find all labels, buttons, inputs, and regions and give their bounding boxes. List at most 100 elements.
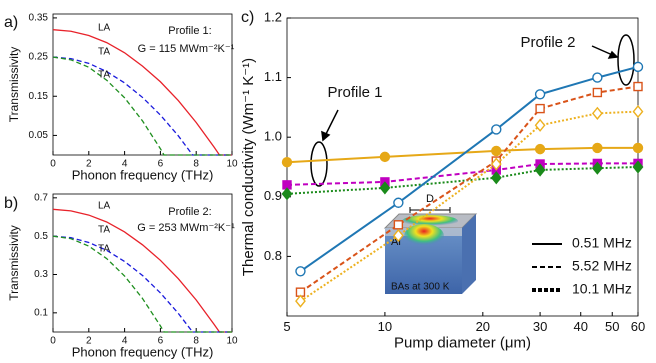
y-axis-label: Transmissivity [7,47,21,123]
series-label: TA [98,225,110,236]
marker [295,266,306,277]
marker [379,151,391,163]
panel-label: c) [241,9,254,26]
series-line [287,162,638,186]
y-tick-label: 1.1 [264,69,282,84]
y-tick-label: 1.0 [264,129,282,144]
marker [632,142,644,154]
y-tick-label: 0.9 [264,188,282,203]
y-tick-label: 0.05 [29,130,49,141]
marker [393,220,404,230]
series-line [287,166,638,195]
annotation: Profile 2: [168,206,211,218]
y-tick-label: 0.1 [34,307,48,318]
marker [490,157,502,171]
series-label: TA [98,47,110,58]
series-line [53,208,232,333]
marker [490,171,502,185]
annotation: Profile 1: [168,25,211,37]
marker [592,87,603,98]
panel: 0 2 4 6 8 10 0.1 0.3 0.5 0.7 Phonon frequency (THz… [4,192,238,359]
y-tick-label: 0.7 [34,192,48,203]
y-tick-label: 0.25 [29,52,49,63]
pointers [310,34,635,187]
x-tick-label: 30 [533,319,547,334]
marker [379,181,391,195]
x-tick-label: 5 [283,319,290,334]
annotation: Profile 2 [520,34,575,51]
legend-label: 5.52 MHz [572,258,632,274]
marker [534,118,546,132]
marker [534,143,546,155]
marker [632,61,644,73]
marker [534,89,546,100]
series-line [53,29,232,156]
marker [392,228,404,243]
marker [534,163,546,177]
panel: 5 10 20 30 40 50 60 0.8 0.9 1.0 1.1 1.2 Pump diamete… [240,9,645,351]
marker [591,161,603,175]
x-tick-label: 60 [631,319,645,334]
series-label: LA [98,23,111,34]
marker [591,106,603,120]
y-tick-label: 0.8 [264,248,282,263]
x-tick-label: 0 [50,336,56,347]
annotation: Profile 1 [327,84,382,101]
x-tick-label: 4 [122,159,128,170]
series-label: TA [98,244,110,255]
plot-frame [52,193,233,333]
x-tick-label: 2 [86,336,92,347]
panel: 0 2 4 6 8 10 0.05 0.15 0.25 0.35 Phonon frequency … [4,13,238,183]
x-tick-label: 8 [193,159,199,170]
series-line [299,110,638,302]
series-line [53,56,232,156]
x-tick-label: 6 [158,336,164,347]
marker [633,81,643,92]
series-line [299,85,638,293]
x-axis-label: Phonon frequency (THz) [72,344,214,359]
y-tick-label: 1.2 [264,9,282,24]
series-label: TA [98,70,110,81]
x-tick-label: 10 [226,336,238,347]
marker [281,157,293,168]
marker [491,145,502,157]
x-tick-label: 10 [226,159,238,170]
marker [295,294,306,308]
panel-label: a) [4,14,18,31]
y-tick-label: 0.35 [29,13,49,24]
x-tick-label: 0 [50,159,56,170]
series-line [299,65,638,273]
x-tick-label: 6 [158,159,164,170]
y-tick-label: 0.15 [29,91,49,102]
marker [535,103,545,114]
annotation: BAs at 300 K [391,282,450,293]
annotation: G = 253 MWm⁻²K⁻¹ [137,222,235,234]
panel-label: b) [4,195,18,212]
series-line [53,235,232,333]
x-axis-label: Phonon frequency (THz) [72,167,214,182]
y-tick-label: 0.5 [34,231,48,242]
x-tick-label: 20 [476,319,490,334]
series-line [53,235,232,333]
x-tick-label: 10 [378,319,392,334]
series-line [53,56,232,156]
x-tick-label: 2 [86,159,92,170]
marker [491,124,502,135]
annotation: Al [391,236,401,248]
y-axis-label: Thermal conductivity (Wm⁻¹ K⁻¹) [240,58,257,276]
legend-label: 0.51 MHz [572,235,632,251]
marker [393,197,404,208]
x-tick-label: 4 [122,336,128,347]
series-label: LA [98,201,111,212]
marker [632,160,644,174]
annotation: G = 115 MWm⁻²K⁻¹ [138,43,235,55]
marker [632,104,644,119]
legend-label: 10.1 MHz [572,281,632,297]
x-tick-label: 40 [573,319,587,334]
series-line [287,146,638,164]
marker [281,187,293,201]
y-axis-label: Transmissivity [7,225,21,301]
y-tick-label: 0.3 [34,269,48,280]
marker [592,72,603,83]
